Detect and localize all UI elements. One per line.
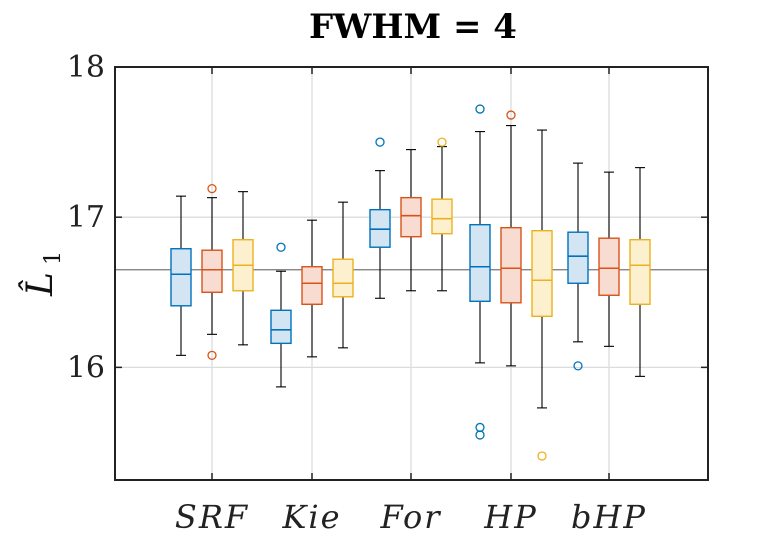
- box-iqr: [469, 223, 491, 302]
- ticks: 16 17 18 SRF Kie For HP bHP: [67, 50, 708, 536]
- box-hp-3: [531, 129, 553, 461]
- y-axis-label-main: L̂: [18, 272, 61, 297]
- box-iqr: [500, 226, 522, 304]
- box-hp-1: [469, 104, 491, 440]
- outlier-point: [475, 104, 485, 114]
- x-tick-label-kie: Kie: [281, 498, 341, 536]
- outlier-point: [375, 137, 385, 147]
- box-for-2: [400, 149, 422, 292]
- outlier-point: [475, 430, 485, 440]
- box-iqr: [629, 239, 651, 305]
- outlier-point: [475, 422, 485, 433]
- chart-title: FWHM = 4: [309, 7, 517, 47]
- y-tick-label: 16: [67, 350, 105, 385]
- box-iqr: [301, 266, 323, 305]
- box-bhp-2: [598, 171, 620, 347]
- outlier-point: [537, 451, 547, 461]
- box-srf-1: [170, 195, 192, 356]
- x-tick-label-srf: SRF: [175, 498, 249, 536]
- outlier-point: [207, 350, 217, 360]
- box-iqr: [531, 229, 553, 318]
- outlier-point: [573, 361, 583, 371]
- box-bhp-3: [629, 167, 651, 377]
- box-srf-3: [232, 191, 254, 346]
- box-iqr: [400, 196, 422, 238]
- box-iqr: [170, 248, 192, 307]
- box-iqr: [332, 258, 354, 298]
- y-tick-label: 18: [67, 50, 105, 85]
- box-iqr: [201, 249, 223, 293]
- x-tick-label-hp: HP: [483, 498, 537, 536]
- box-iqr: [431, 198, 453, 235]
- outlier-point: [207, 183, 217, 194]
- y-axis-label: L̂ 1: [18, 251, 66, 297]
- box-hp-2: [500, 110, 522, 367]
- box-for-1: [369, 137, 391, 299]
- box-kie-3: [332, 201, 354, 349]
- x-tick-label-bhp: bHP: [571, 498, 647, 536]
- box-for-3: [431, 137, 453, 292]
- y-tick-label: 17: [67, 200, 105, 235]
- box-iqr: [598, 237, 620, 296]
- box-bhp-1: [567, 162, 589, 371]
- box-srf-2: [201, 183, 223, 360]
- boxes: [170, 104, 651, 461]
- outlier-point: [276, 242, 286, 252]
- outlier-point: [506, 110, 516, 120]
- outlier-point: [437, 137, 447, 147]
- box-kie-1: [270, 242, 292, 388]
- box-iqr: [270, 309, 292, 345]
- y-axis-label-subscript: 1: [41, 251, 66, 265]
- box-iqr: [567, 231, 589, 284]
- box-kie-2: [301, 219, 323, 358]
- x-tick-label-for: For: [379, 498, 441, 536]
